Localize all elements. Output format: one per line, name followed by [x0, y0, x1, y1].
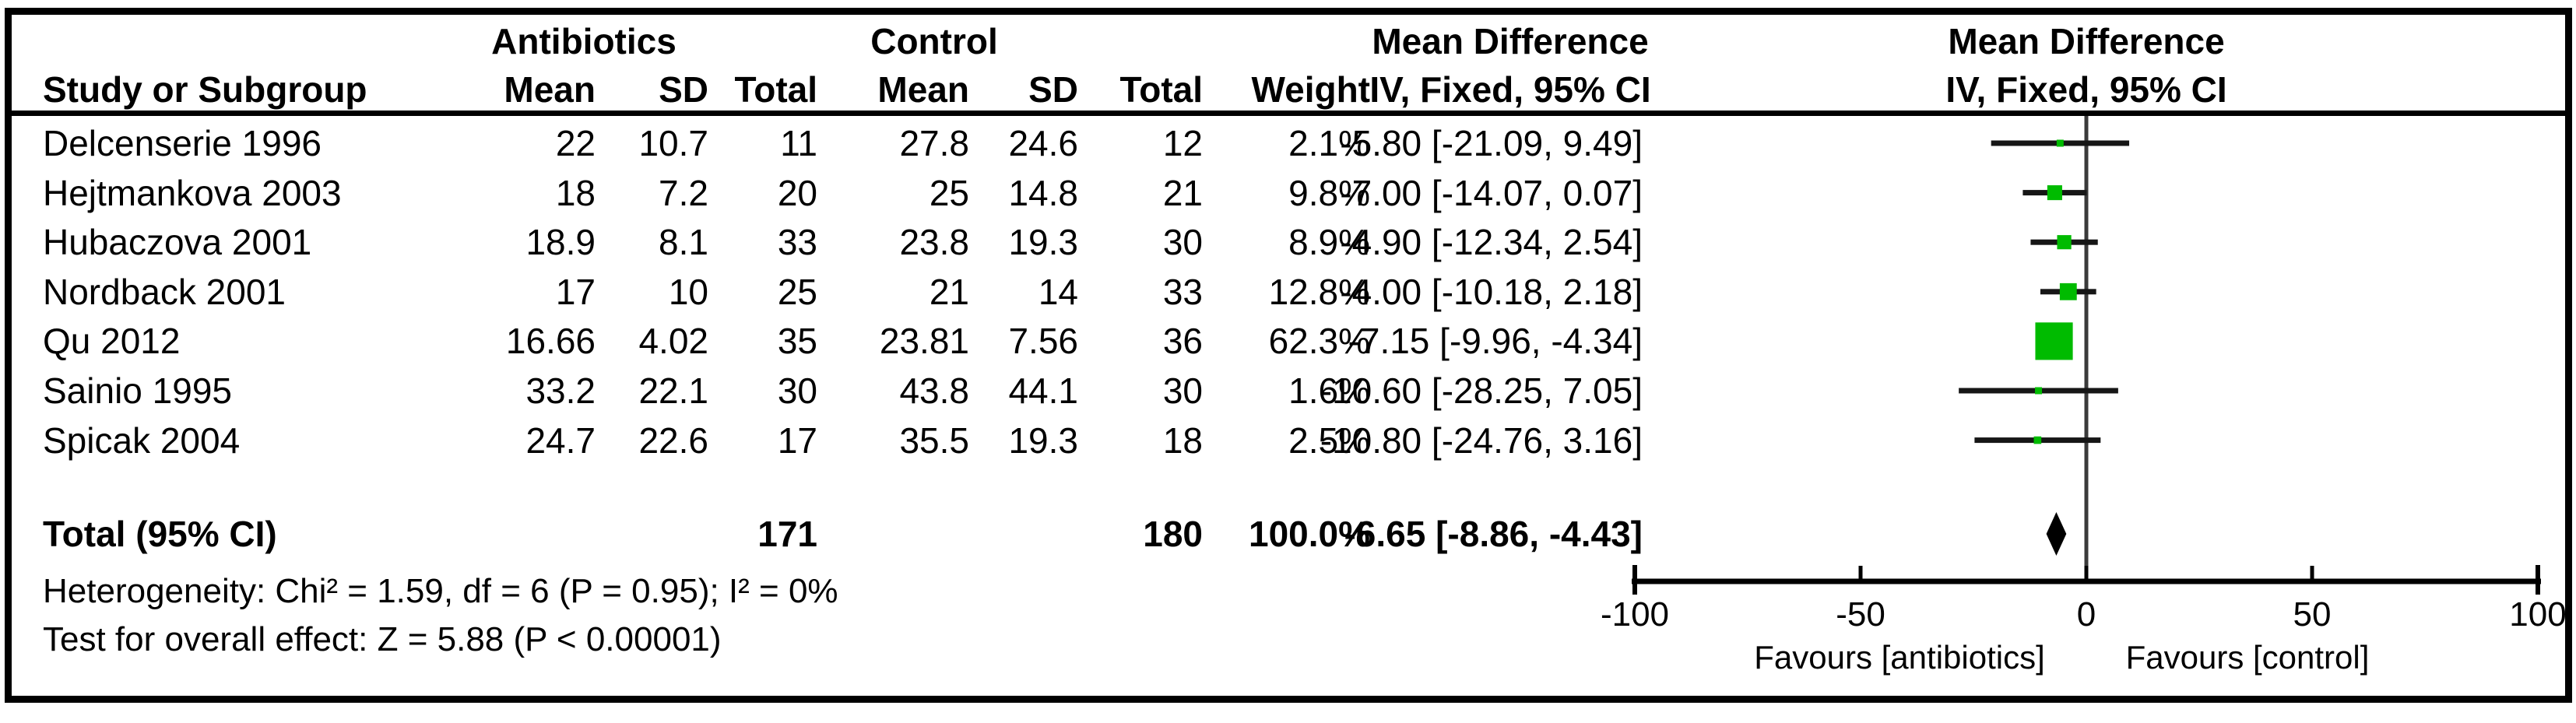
study-name: Hejtmankova 2003: [43, 172, 342, 213]
antibiotics-total: 20: [777, 172, 817, 213]
header-ab-total: Total: [734, 69, 817, 110]
weight-value: 12.8%: [1268, 271, 1370, 312]
control-total: 12: [1162, 123, 1203, 163]
weight-value: 62.3%: [1268, 321, 1370, 362]
header-ab-sd: SD: [659, 69, 708, 110]
antibiotics-sd: 22.1: [638, 370, 708, 411]
header-effect-method-table: IV, Fixed, 95% CI: [1369, 69, 1651, 110]
antibiotics-mean: 22: [555, 123, 596, 163]
mean-difference-ci: -7.00 [-14.07, 0.07]: [1340, 172, 1643, 213]
control-sd: 14.8: [1008, 172, 1078, 213]
control-total: 30: [1162, 222, 1203, 263]
plot-frame: [5, 8, 2572, 703]
antibiotics-total: 17: [777, 419, 817, 461]
antibiotics-sd: 10: [668, 271, 708, 312]
favours-left-label: Favours [antibiotics]: [1754, 639, 2045, 676]
total-weight: 100.0%: [1248, 514, 1370, 554]
study-name: Delcenserie 1996: [43, 123, 322, 163]
antibiotics-total: 33: [777, 222, 817, 263]
weight-value: 9.8%: [1288, 172, 1370, 213]
control-total: 36: [1162, 321, 1203, 362]
mean-difference-ci: -10.60 [-28.25, 7.05]: [1320, 370, 1643, 411]
weight-value: 1.6%: [1288, 370, 1370, 411]
mean-difference-ci: -4.90 [-12.34, 2.54]: [1340, 222, 1643, 263]
header-c-total: Total: [1119, 69, 1203, 110]
header-c-sd: SD: [1028, 69, 1078, 110]
control-mean: 43.8: [899, 370, 969, 411]
study-name: Spicak 2004: [43, 419, 241, 461]
control-sd: 19.3: [1008, 419, 1078, 461]
control-total: 33: [1162, 271, 1203, 312]
antibiotics-total: 35: [777, 321, 817, 362]
mean-difference-ci: -4.00 [-10.18, 2.18]: [1340, 271, 1643, 312]
antibiotics-sd: 10.7: [638, 123, 708, 163]
mean-difference-ci: -10.80 [-24.76, 3.16]: [1320, 419, 1643, 461]
control-mean: 23.8: [899, 222, 969, 263]
mean-difference-ci: -7.15 [-9.96, -4.34]: [1348, 321, 1643, 362]
antibiotics-total: 11: [780, 123, 817, 163]
header-c-mean: Mean: [877, 69, 969, 110]
total-c-total: 180: [1143, 514, 1203, 554]
study-name: Sainio 1995: [43, 370, 232, 411]
antibiotics-mean: 24.7: [525, 419, 596, 461]
control-mean: 27.8: [899, 123, 969, 163]
header-group-antibiotics: Antibiotics: [491, 21, 677, 61]
header-effect-title-plot: Mean Difference: [1948, 21, 2225, 61]
header-ab-mean: Mean: [504, 69, 596, 110]
weight-value: 2.5%: [1288, 419, 1370, 461]
header-study: Study or Subgroup: [43, 69, 367, 110]
control-mean: 23.81: [879, 321, 969, 362]
axis-tick-label: -100: [1600, 595, 1670, 634]
header-divider: [12, 111, 2565, 116]
study-name: Nordback 2001: [43, 271, 286, 312]
header-effect-method-plot: IV, Fixed, 95% CI: [1945, 69, 2227, 110]
footnote-heterogeneity: Heterogeneity: Chi² = 1.59, df = 6 (P = …: [43, 572, 838, 610]
antibiotics-mean: 33.2: [525, 370, 596, 411]
header-group-control: Control: [870, 21, 998, 61]
control-mean: 35.5: [899, 419, 969, 461]
antibiotics-total: 25: [777, 271, 817, 312]
antibiotics-mean: 18.9: [525, 222, 596, 263]
control-sd: 24.6: [1008, 123, 1078, 163]
weight-value: 2.1%: [1288, 123, 1370, 163]
header-weight: Weight: [1251, 69, 1370, 110]
footnote-overall-effect: Test for overall effect: Z = 5.88 (P < 0…: [43, 620, 722, 658]
antibiotics-sd: 8.1: [659, 222, 708, 263]
control-mean: 21: [929, 271, 969, 312]
mean-difference-ci: -5.80 [-21.09, 9.49]: [1340, 123, 1643, 163]
antibiotics-sd: 7.2: [659, 172, 708, 213]
control-total: 18: [1162, 419, 1203, 461]
control-total: 21: [1162, 172, 1203, 213]
total-label: Total (95% CI): [43, 514, 277, 554]
axis-tick-label: 50: [2293, 595, 2332, 634]
antibiotics-mean: 17: [555, 271, 596, 312]
header-effect-title-table: Mean Difference: [1372, 21, 1649, 61]
axis-tick-label: 0: [2076, 595, 2096, 634]
antibiotics-mean: 18: [555, 172, 596, 213]
total-ab-total: 171: [757, 514, 817, 554]
axis-tick-label: -50: [1836, 595, 1885, 634]
control-total: 30: [1162, 370, 1203, 411]
weight-value: 8.9%: [1288, 222, 1370, 263]
antibiotics-total: 30: [777, 370, 817, 411]
control-sd: 14: [1038, 271, 1078, 312]
favours-right-label: Favours [control]: [2125, 639, 2370, 676]
control-sd: 44.1: [1008, 370, 1078, 411]
control-mean: 25: [929, 172, 969, 213]
antibiotics-sd: 22.6: [638, 419, 708, 461]
total-ci: -6.65 [-8.86, -4.43]: [1344, 514, 1643, 554]
study-name: Qu 2012: [43, 321, 181, 362]
axis-tick-label: 100: [2509, 595, 2567, 634]
antibiotics-mean: 16.66: [505, 321, 596, 362]
control-sd: 19.3: [1008, 222, 1078, 263]
antibiotics-sd: 4.02: [638, 321, 708, 362]
control-sd: 7.56: [1008, 321, 1078, 362]
study-name: Hubaczova 2001: [43, 222, 312, 263]
